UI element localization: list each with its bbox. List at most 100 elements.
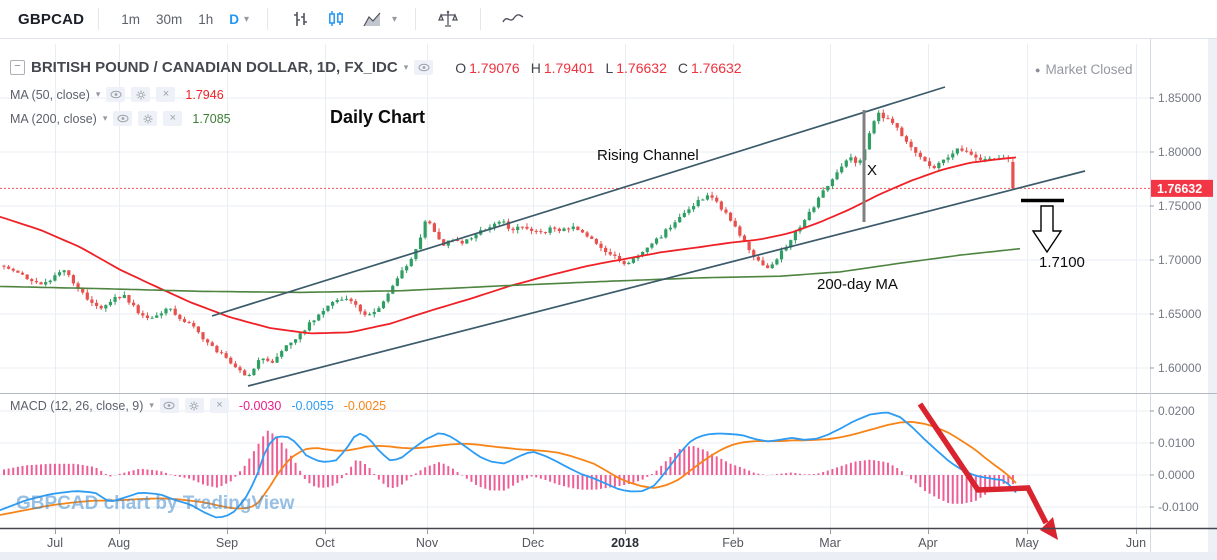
close-label: C bbox=[677, 59, 688, 76]
macd-legend-row: MACD (12, 26, close, 9) ▾ × -0.0030 -0.0… bbox=[10, 398, 386, 413]
ohlc-readout: O 1.79076 H 1.79401 L 1.76632 C 1.76632 bbox=[447, 60, 741, 76]
price-tick-label: 1.60000 bbox=[1158, 361, 1202, 375]
toolbar-divider bbox=[267, 8, 269, 30]
market-status-text: Market Closed bbox=[1045, 62, 1133, 77]
month-label: Jul bbox=[47, 536, 63, 550]
high-value: 1.79401 bbox=[543, 59, 595, 76]
area-style-icon[interactable] bbox=[359, 7, 385, 31]
timeframe-daily-button[interactable]: D bbox=[221, 8, 242, 31]
market-status: ● Market Closed bbox=[1035, 62, 1132, 77]
toolbar-divider bbox=[480, 8, 482, 30]
macd-tick-label: 0.0100 bbox=[1158, 436, 1195, 450]
macd-series bbox=[0, 411, 1017, 519]
high-label: H bbox=[530, 59, 541, 76]
month-label: Feb bbox=[722, 536, 744, 550]
chevron-down-icon[interactable]: ▾ bbox=[95, 89, 101, 99]
macd-tick-label: 0.0200 bbox=[1158, 404, 1195, 418]
macd-line bbox=[0, 411, 1017, 519]
timeframe-1m-button[interactable]: 1m bbox=[113, 8, 148, 31]
timeframe-1h-button[interactable]: 1h bbox=[190, 8, 221, 31]
svg-text:1.76632: 1.76632 bbox=[1157, 182, 1202, 196]
macd-line-value: -0.0055 bbox=[291, 398, 334, 413]
price-tick-label: 1.65000 bbox=[1158, 307, 1202, 321]
ma50-legend-row: MA (50, close) ▾ × 1.7946 bbox=[10, 87, 224, 102]
ma200-line bbox=[0, 247, 1021, 294]
down-arrow-icon[interactable] bbox=[1031, 205, 1063, 254]
low-value: 1.76632 bbox=[616, 59, 667, 76]
close-icon[interactable]: × bbox=[156, 87, 176, 102]
channel-trendline[interactable] bbox=[247, 170, 1086, 387]
collapse-icon[interactable]: − bbox=[10, 60, 25, 75]
bars-style-icon[interactable] bbox=[287, 7, 313, 31]
month-label: Apr bbox=[918, 536, 937, 550]
right-scroll-strip bbox=[1208, 39, 1217, 552]
symbol-search-button[interactable]: GBPCAD bbox=[18, 10, 85, 28]
macd-label: MACD (12, 26, close, 9) bbox=[10, 398, 144, 413]
line-tool-icon[interactable] bbox=[500, 7, 526, 31]
last-price-badge bbox=[1151, 179, 1213, 197]
time-axis-labels bbox=[55, 529, 1137, 534]
month-label: Aug bbox=[108, 536, 130, 550]
month-label: Nov bbox=[416, 536, 439, 550]
symbol-title[interactable]: BRITISH POUND / CANADIAN DOLLAR, 1D, FX_… bbox=[31, 59, 398, 76]
macd-signal-value: -0.0025 bbox=[343, 398, 387, 413]
time-axis[interactable] bbox=[0, 530, 1208, 556]
month-label: Mar bbox=[819, 536, 841, 550]
compare-icon[interactable] bbox=[435, 7, 461, 31]
eye-icon[interactable] bbox=[414, 60, 434, 75]
annotation-200day-ma[interactable]: 200-day MA bbox=[817, 276, 898, 293]
close-value: 1.76632 bbox=[690, 59, 742, 76]
macd-hist-value: -0.0030 bbox=[238, 398, 282, 413]
symbol-legend-row: − BRITISH POUND / CANADIAN DOLLAR, 1D, F… bbox=[10, 59, 742, 76]
ma200-legend-row: MA (200, close) ▾ × 1.7085 bbox=[10, 111, 231, 126]
month-label: Sep bbox=[216, 536, 238, 550]
month-label: May bbox=[1015, 536, 1039, 550]
timeframe-30m-button[interactable]: 30m bbox=[148, 8, 190, 31]
price-axis-labels bbox=[1150, 97, 1154, 508]
price-tick-label: 1.80000 bbox=[1158, 145, 1202, 159]
ma50-value: 1.7946 bbox=[185, 87, 224, 102]
eye-icon[interactable] bbox=[113, 111, 133, 126]
top-toolbar: GBPCAD 1m 30m 1h D ▾ ▾ bbox=[0, 0, 1217, 39]
bottom-strip bbox=[0, 552, 1217, 560]
gear-icon[interactable] bbox=[131, 87, 151, 102]
chevron-down-icon[interactable]: ▾ bbox=[392, 13, 398, 25]
toolbar-divider bbox=[415, 8, 417, 30]
month-label: 2018 bbox=[611, 536, 639, 550]
annotation-x-marker[interactable]: X bbox=[867, 162, 878, 179]
close-icon[interactable]: × bbox=[163, 111, 183, 126]
close-icon[interactable]: × bbox=[209, 398, 229, 413]
eye-icon[interactable] bbox=[106, 87, 126, 102]
tradingview-watermark: GBPCAD chart by TradingView bbox=[16, 493, 295, 514]
annotation-daily-chart[interactable]: Daily Chart bbox=[330, 107, 426, 127]
ma50-label: MA (50, close) bbox=[10, 87, 90, 102]
macd-tick-label: -0.0100 bbox=[1158, 500, 1199, 514]
price-tick-label: 1.75000 bbox=[1158, 199, 1202, 213]
ma200-label: MA (200, close) bbox=[10, 111, 97, 126]
toolbar-divider bbox=[98, 8, 100, 30]
market-status-dot-icon: ● bbox=[1035, 65, 1041, 75]
month-label: Jun bbox=[1126, 536, 1146, 550]
price-tick-label: 1.70000 bbox=[1158, 253, 1202, 267]
gear-icon[interactable] bbox=[138, 111, 158, 126]
month-label: Dec bbox=[522, 536, 544, 550]
candles-style-icon[interactable] bbox=[323, 7, 349, 31]
red-down-arrow[interactable] bbox=[917, 402, 1049, 525]
price-axis[interactable] bbox=[1150, 44, 1208, 528]
eye-icon[interactable] bbox=[159, 398, 179, 413]
channel-trendline[interactable] bbox=[211, 86, 946, 317]
gear-icon[interactable] bbox=[184, 398, 204, 413]
annotation-target-1-7100[interactable]: 1.7100 bbox=[1039, 254, 1085, 271]
candlestick-series bbox=[2, 109, 1015, 377]
price-tick-label: 1.85000 bbox=[1158, 91, 1202, 105]
month-label: Oct bbox=[315, 536, 335, 550]
annotation-rising-channel[interactable]: Rising Channel bbox=[597, 147, 699, 164]
chevron-down-icon[interactable]: ▾ bbox=[149, 400, 154, 410]
chevron-down-icon[interactable]: ▾ bbox=[244, 13, 250, 25]
chevron-down-icon[interactable]: ▾ bbox=[102, 113, 108, 123]
chevron-down-icon[interactable]: ▾ bbox=[403, 62, 409, 72]
macd-tick-label: 0.0000 bbox=[1158, 468, 1195, 482]
ma200-value: 1.7085 bbox=[192, 111, 231, 126]
open-value: 1.79076 bbox=[469, 59, 520, 76]
